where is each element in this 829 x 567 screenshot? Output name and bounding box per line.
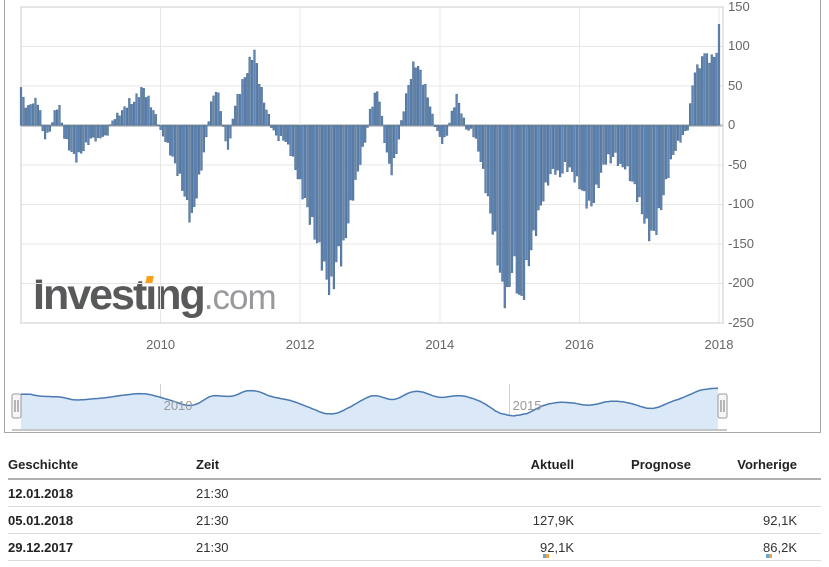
y-axis-label: 0 bbox=[728, 117, 736, 133]
y-axis-label: 150 bbox=[728, 0, 750, 14]
logo-suffix-text: .com bbox=[203, 278, 277, 317]
row-chart-icon-fragment bbox=[766, 554, 772, 558]
y-axis-label: 50 bbox=[728, 77, 743, 93]
bar-series bbox=[19, 24, 721, 309]
navigator-year-label: 2010 bbox=[163, 398, 193, 413]
cell-time: 21:30 bbox=[196, 539, 229, 555]
history-table: Geschichte Zeit Aktuell Prognose Vorherige 1… bbox=[8, 450, 821, 561]
column-header-vorherige: Vorherige bbox=[737, 456, 797, 472]
table-header-row: Geschichte Zeit Aktuell Prognose Vorherige bbox=[8, 450, 821, 480]
column-header-geschichte: Geschichte bbox=[8, 456, 79, 472]
column-header-aktuell: Aktuell bbox=[530, 456, 574, 472]
x-axis-label: 2018 bbox=[704, 337, 734, 352]
net-positions-bar-chart[interactable] bbox=[0, 0, 829, 445]
table-row[interactable]: 05.01.2018 21:30 127,9K 92,1K bbox=[8, 507, 821, 534]
y-axis-label: 100 bbox=[728, 38, 750, 54]
x-axis-label: 2012 bbox=[285, 337, 315, 352]
x-axis-label: 2016 bbox=[564, 337, 594, 352]
table-row[interactable]: 29.12.2017 21:30 92,1K 86,2K bbox=[8, 534, 821, 561]
row-chart-icon-fragment bbox=[543, 554, 549, 558]
cell-time: 21:30 bbox=[196, 485, 229, 501]
y-axis-label: -200 bbox=[728, 275, 755, 291]
navigator-year-label: 2015 bbox=[512, 398, 542, 413]
cell-vorherige: 92,1K bbox=[763, 512, 797, 528]
cell-time: 21:30 bbox=[196, 512, 229, 528]
cell-vorherige: 86,2K bbox=[763, 539, 797, 555]
navigator-left-handle[interactable] bbox=[11, 393, 22, 419]
y-axis-label: -250 bbox=[728, 314, 755, 330]
x-axis-label: 2014 bbox=[425, 337, 455, 352]
table-row[interactable]: 12.01.2018 21:30 bbox=[8, 480, 821, 507]
cell-aktuell: 92,1K bbox=[540, 539, 574, 555]
chart-panel-frame bbox=[4, 0, 821, 433]
navigator-right-handle[interactable] bbox=[717, 393, 728, 419]
plot-border bbox=[20, 6, 724, 324]
column-header-prognose: Prognose bbox=[631, 456, 691, 472]
column-header-zeit: Zeit bbox=[196, 456, 220, 472]
y-axis-label: -150 bbox=[728, 235, 755, 251]
y-axis-label: -50 bbox=[728, 156, 747, 172]
navigator-line bbox=[20, 387, 718, 417]
navigator-area bbox=[21, 388, 718, 429]
cell-date: 12.01.2018 bbox=[8, 485, 74, 501]
y-axis-label: -100 bbox=[728, 196, 755, 212]
logo-brand-text: Investıng bbox=[33, 271, 206, 319]
logo-orange-dot-icon: ı bbox=[145, 271, 157, 319]
cell-date: 05.01.2018 bbox=[8, 512, 74, 528]
x-axis-label: 2010 bbox=[146, 337, 176, 352]
cell-aktuell: 127,9K bbox=[532, 512, 574, 528]
investing-logo: Investıng.com bbox=[33, 271, 277, 320]
cell-date: 29.12.2017 bbox=[8, 539, 74, 555]
